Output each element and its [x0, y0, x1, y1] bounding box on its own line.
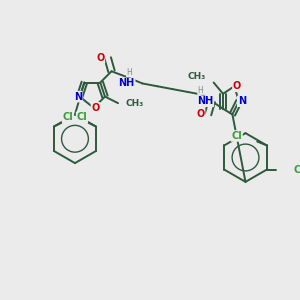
Text: O: O — [92, 103, 100, 113]
Text: O: O — [233, 81, 241, 91]
Text: NH: NH — [118, 79, 135, 88]
Text: Cl: Cl — [76, 112, 87, 122]
Text: N: N — [238, 96, 246, 106]
Text: H: H — [126, 68, 132, 77]
Text: Cl: Cl — [293, 165, 300, 175]
Text: O: O — [96, 53, 104, 63]
Text: Cl: Cl — [63, 112, 73, 122]
Text: NH: NH — [197, 96, 213, 106]
Text: N: N — [74, 92, 82, 102]
Text: CH₃: CH₃ — [126, 99, 144, 108]
Text: CH₃: CH₃ — [188, 72, 206, 81]
Text: H: H — [198, 85, 203, 94]
Text: O: O — [196, 110, 205, 119]
Text: Cl: Cl — [231, 131, 242, 141]
